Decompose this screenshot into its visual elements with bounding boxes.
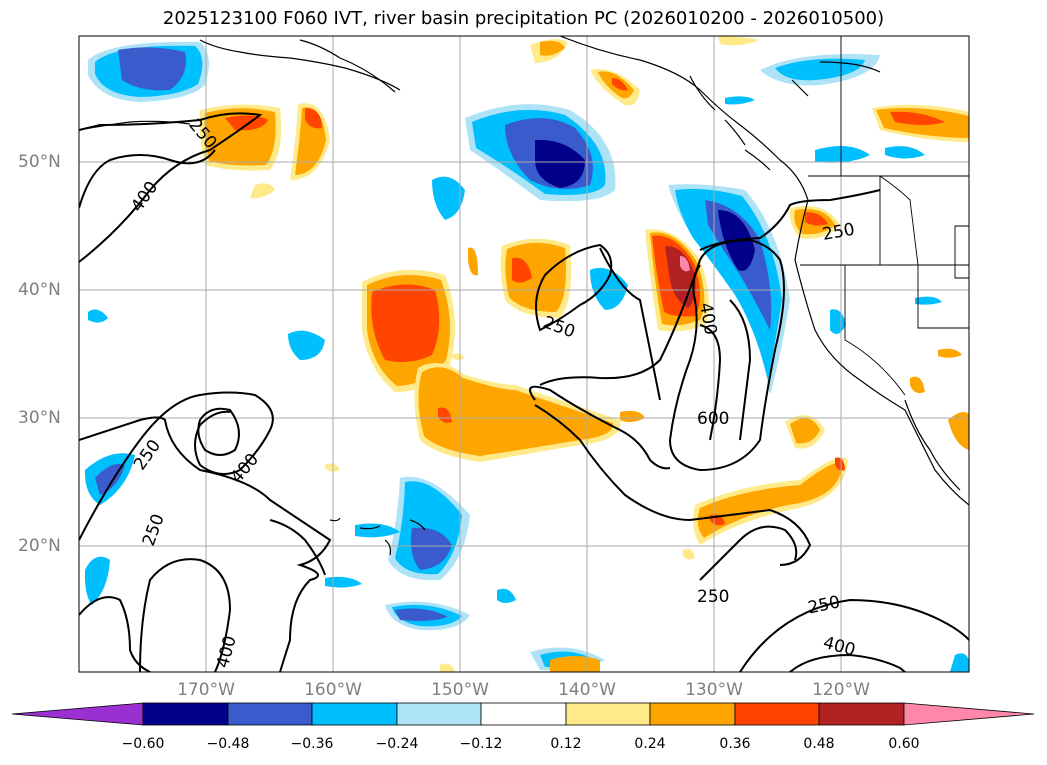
lon-label: 130°W [685, 680, 743, 700]
colorbar-tick-label: −0.48 [206, 736, 250, 752]
lat-label: 40°N [18, 280, 61, 300]
lat-label: 20°N [18, 536, 61, 556]
lon-label: 120°W [812, 680, 870, 700]
lat-label: 50°N [18, 152, 61, 172]
colorbar-tick-label: −0.36 [290, 736, 334, 752]
colorbar-tick-label: 0.24 [634, 736, 666, 752]
colorbar-tick-label: 0.48 [803, 736, 835, 752]
lon-label: 140°W [558, 680, 616, 700]
colorbar-tick-label: −0.24 [375, 736, 419, 752]
lon-label: 160°W [304, 680, 362, 700]
lat-label: 30°N [18, 408, 61, 428]
positive-anomaly-regions [199, 36, 969, 672]
negative-anomaly-regions [84, 41, 969, 672]
map-title: 2025123100 F060 IVT, river basin precipi… [162, 8, 885, 29]
colorbar-min-extend [11, 702, 144, 726]
lon-label: 170°W [177, 680, 235, 700]
plot-frame [78, 35, 970, 673]
contour-label: 600 [697, 409, 729, 429]
colorbar-tick-label: 0.36 [719, 736, 751, 752]
lon-label: 150°W [431, 680, 489, 700]
colorbar-tick-label: −0.12 [459, 736, 503, 752]
graticule [79, 36, 969, 672]
colorbar-max-extend [903, 702, 1035, 726]
ivt-contours [79, 112, 969, 672]
colorbar-tick-label: −0.60 [121, 736, 165, 752]
contour-label: 250 [697, 587, 729, 607]
colorbar [11, 702, 1035, 726]
state-borders [800, 36, 969, 396]
colorbar-tick-label: 0.12 [550, 736, 582, 752]
colorbar-tick-label: 0.60 [888, 736, 920, 752]
